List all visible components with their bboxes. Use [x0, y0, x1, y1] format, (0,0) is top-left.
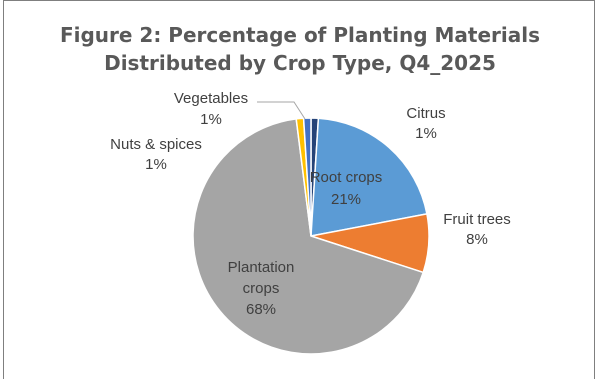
data-label-name-nuts-spices: Nuts & spices — [110, 136, 202, 153]
chart-area: Figure 2: Percentage of Planting Materia… — [3, 0, 595, 379]
data-label-name-citrus: Citrus — [406, 105, 445, 122]
pie-slice-root-crops — [310, 117, 428, 237]
data-label-value-vegetables: 1% — [200, 111, 222, 128]
pie-slice-plantation-crops — [192, 118, 425, 355]
data-label-name-fruit-trees: Fruit trees — [443, 211, 511, 228]
pie-chart: Citrus 1% Root crops 21% Fruit trees 8% Planta… — [110, 90, 511, 355]
chart-title: Figure 2: Percentage of Planting Materia… — [4, 21, 596, 77]
data-label-value-citrus: 1% — [415, 125, 437, 142]
data-label-value-fruit-trees: 8% — [466, 231, 488, 248]
data-label-value-root-crops: 21% — [331, 191, 361, 208]
data-label-name-plantation-crops: crops — [243, 280, 280, 297]
data-label-value-nuts-spices: 1% — [145, 156, 167, 173]
data-label-name-plantation-crops: Plantation — [228, 259, 295, 276]
pie-slice-vegetables — [302, 117, 312, 237]
data-label-name-vegetables: Vegetables — [174, 90, 248, 107]
chart-title-line-1: Figure 2: Percentage of Planting Materia… — [59, 23, 541, 47]
data-label-name-root-crops: Root crops — [310, 169, 383, 186]
chart-title-line-2: Distributed by Crop Type, Q4_2025 — [104, 51, 496, 75]
data-label-value-plantation-crops: 68% — [246, 301, 276, 318]
leader-line-vegetables — [257, 101, 306, 120]
